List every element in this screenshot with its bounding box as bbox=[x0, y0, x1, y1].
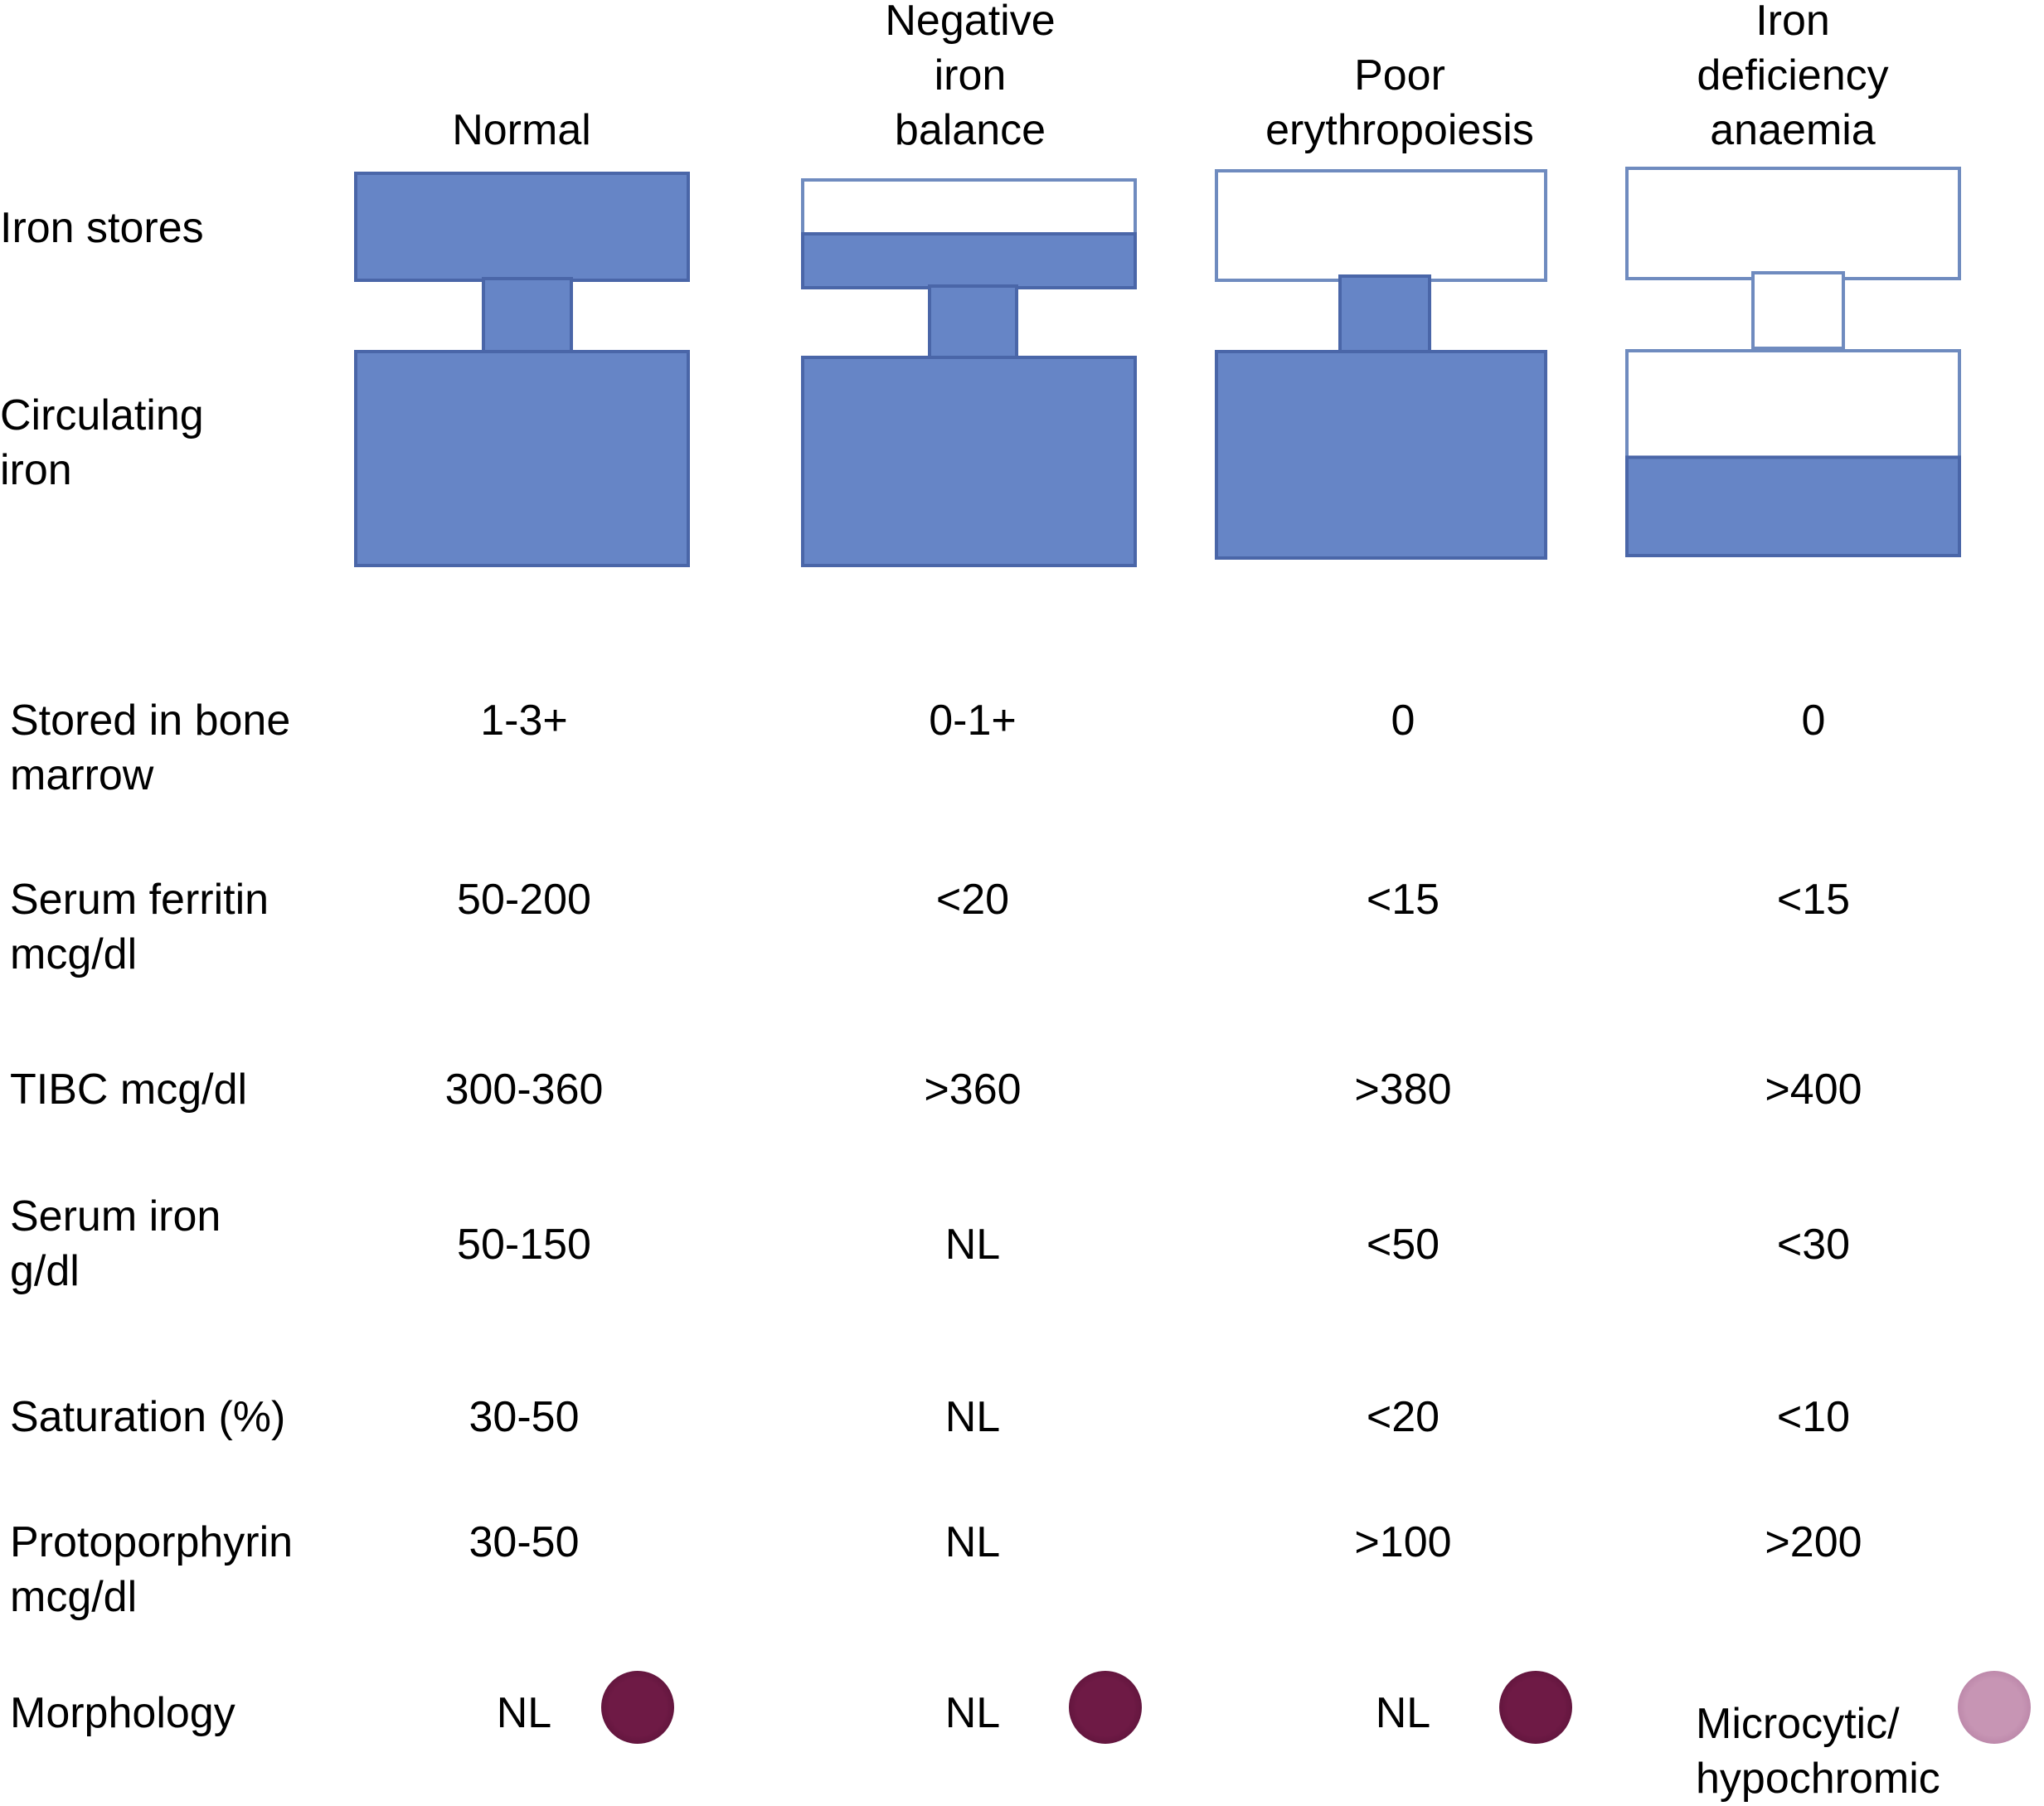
row-label-line: marrow bbox=[10, 751, 154, 799]
row-label: Serum iron g/dl bbox=[10, 1189, 221, 1299]
row-label-line: TIBC mcg/dl bbox=[10, 1066, 248, 1114]
cell-iron-deficiency-anaemia: <15 bbox=[1776, 876, 1851, 924]
cell-normal: 50-150 bbox=[457, 1221, 591, 1269]
negative-iron-balance-transport-fill bbox=[928, 284, 1018, 359]
row-label-line: Stored in bone bbox=[10, 697, 291, 745]
cell-poor-erythropoiesis: <20 bbox=[1366, 1393, 1440, 1441]
morphology-text-line: NL bbox=[496, 1689, 552, 1737]
header-line: Iron bbox=[1755, 0, 1830, 45]
negative-iron-balance-iron-stores-fill bbox=[801, 232, 1137, 289]
cell-normal: 30-50 bbox=[469, 1393, 580, 1441]
row-label-line: Protoporphyrin bbox=[10, 1518, 294, 1566]
row-label: Stored in bone marrow bbox=[10, 693, 290, 803]
row-label: Saturation (%) bbox=[10, 1390, 285, 1444]
header-line: anaemia bbox=[1710, 106, 1876, 154]
cell-poor-erythropoiesis: >380 bbox=[1354, 1066, 1452, 1114]
cell-negative-iron-balance: 0-1+ bbox=[929, 697, 1017, 745]
morphology-iron-deficiency-anaemia: Microcytic/hypochromic bbox=[1696, 1697, 1940, 1806]
header-line: Normal bbox=[452, 106, 591, 154]
header-line: iron bbox=[934, 51, 1007, 100]
row-label-line: mcg/dl bbox=[10, 1573, 138, 1621]
row-label: TIBC mcg/dl bbox=[10, 1062, 247, 1117]
header-line: deficiency bbox=[1697, 51, 1889, 100]
iron-deficiency-anaemia-transport-outline bbox=[1751, 271, 1845, 350]
cell-normal: 50-200 bbox=[457, 876, 591, 924]
poor-erythropoiesis-iron-stores-outline bbox=[1215, 169, 1547, 282]
label-iron-stores: Iron stores bbox=[0, 204, 204, 252]
cell-poor-erythropoiesis: 0 bbox=[1391, 697, 1415, 745]
row-label-line: mcg/dl bbox=[10, 930, 138, 978]
morphology-poor-erythropoiesis: NL bbox=[1376, 1686, 1430, 1740]
poor-erythropoiesis-circulating-iron-fill bbox=[1215, 350, 1547, 560]
row-label: Serum ferritin mcg/dl bbox=[10, 872, 269, 982]
normal-red-cell-icon bbox=[601, 1671, 674, 1744]
column-header-negative-iron-balance: Negative iron balance bbox=[885, 0, 1055, 158]
label-line: iron bbox=[0, 446, 72, 494]
header-line: balance bbox=[894, 106, 1046, 154]
iron-deficiency-anaemia-iron-stores-outline bbox=[1625, 167, 1961, 280]
cell-iron-deficiency-anaemia: >200 bbox=[1765, 1518, 1862, 1566]
morphology-text-line: NL bbox=[1375, 1689, 1431, 1737]
morphology-text-line: Microcytic/ bbox=[1696, 1700, 1900, 1748]
column-header-normal: Normal bbox=[452, 103, 591, 158]
normal-red-cell-icon bbox=[1069, 1671, 1142, 1744]
cell-negative-iron-balance: <20 bbox=[935, 876, 1010, 924]
morphology-text-line: hypochromic bbox=[1696, 1755, 1940, 1803]
label-line: Circulating bbox=[0, 391, 204, 439]
iron-compartment-diagram bbox=[354, 167, 1961, 567]
row-label-line: Serum ferritin bbox=[10, 876, 269, 924]
poor-erythropoiesis-transport-fill bbox=[1338, 274, 1431, 353]
header-line: Negative bbox=[885, 0, 1056, 45]
normal-transport-fill bbox=[482, 277, 573, 353]
cell-poor-erythropoiesis: <15 bbox=[1366, 876, 1440, 924]
row-label-line: g/dl bbox=[10, 1247, 80, 1295]
morphology-negative-iron-balance: NL bbox=[945, 1686, 1000, 1740]
normal-red-cell-icon bbox=[1499, 1671, 1572, 1744]
cell-normal: 300-360 bbox=[444, 1066, 604, 1114]
cell-negative-iron-balance: NL bbox=[944, 1393, 1001, 1441]
morphology-text-line: NL bbox=[944, 1689, 1001, 1737]
morphology-normal: NL bbox=[497, 1686, 551, 1740]
negative-iron-balance-circulating-iron-fill bbox=[801, 356, 1137, 567]
cell-normal: 30-50 bbox=[469, 1518, 580, 1566]
iron-deficiency-anaemia-circulating-iron-fill bbox=[1625, 455, 1961, 557]
row-label: Protoporphyrin mcg/dl bbox=[10, 1515, 293, 1624]
cell-poor-erythropoiesis: >100 bbox=[1354, 1518, 1452, 1566]
cell-iron-deficiency-anaemia: <30 bbox=[1776, 1221, 1851, 1269]
header-line: Poor bbox=[1354, 51, 1445, 100]
cell-negative-iron-balance: NL bbox=[944, 1221, 1001, 1269]
row-label-line: Serum iron bbox=[10, 1192, 221, 1240]
row-label-line: Saturation (%) bbox=[10, 1393, 286, 1441]
column-header-poor-erythropoiesis: Poor erythropoiesis bbox=[1265, 48, 1534, 158]
cell-iron-deficiency-anaemia: >400 bbox=[1765, 1066, 1862, 1114]
label-circulating-iron: Circulating iron bbox=[0, 388, 204, 498]
cell-iron-deficiency-anaemia: 0 bbox=[1801, 697, 1826, 745]
normal-circulating-iron-fill bbox=[354, 350, 690, 567]
column-header-iron-deficiency-anaemia: Iron deficiency anaemia bbox=[1697, 0, 1888, 158]
cell-poor-erythropoiesis: <50 bbox=[1366, 1221, 1440, 1269]
cell-normal: 1-3+ bbox=[480, 697, 568, 745]
header-line: erythropoiesis bbox=[1265, 106, 1534, 154]
hypochromic-red-cell-icon bbox=[1958, 1671, 2031, 1744]
normal-iron-stores-fill bbox=[354, 172, 690, 282]
cell-iron-deficiency-anaemia: <10 bbox=[1776, 1393, 1851, 1441]
cell-negative-iron-balance: NL bbox=[944, 1518, 1001, 1566]
cell-negative-iron-balance: >360 bbox=[924, 1066, 1022, 1114]
row-label-morphology: Morphology bbox=[10, 1689, 235, 1737]
